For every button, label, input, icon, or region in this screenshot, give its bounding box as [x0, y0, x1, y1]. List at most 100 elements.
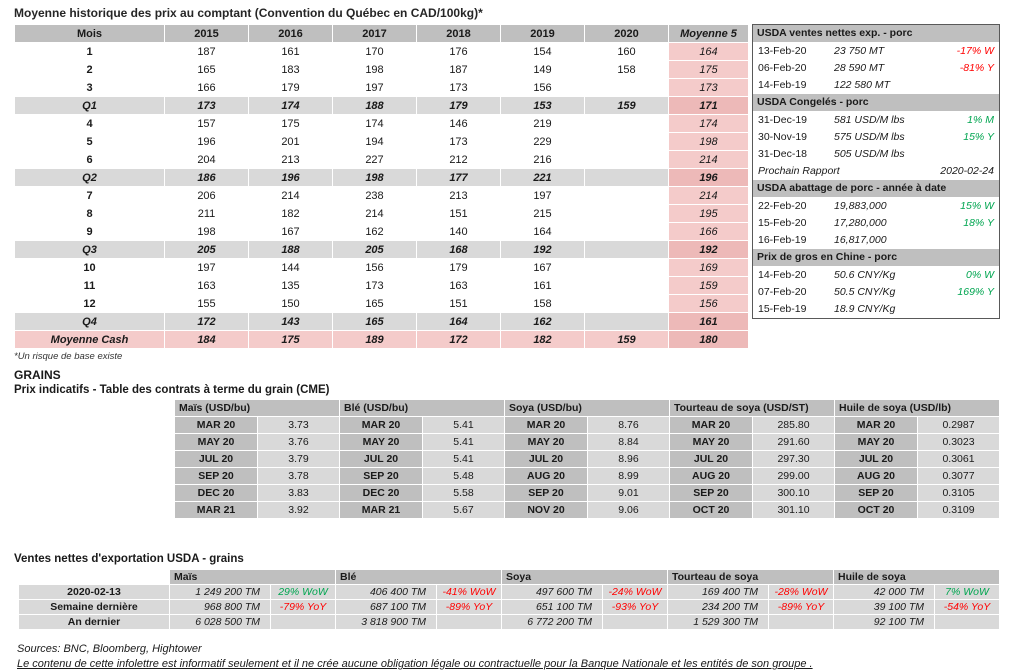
contract-month: JUL 20 — [340, 451, 422, 467]
contract-price: 301.10 — [753, 502, 834, 518]
contract-month: OCT 20 — [835, 502, 917, 518]
contract-month: JUL 20 — [175, 451, 257, 467]
report-change — [944, 146, 994, 163]
sources-line: Sources: BNC, Bloomberg, Hightower — [17, 643, 202, 655]
contract-price: 291.60 — [753, 434, 834, 450]
report-change: 1% M — [967, 114, 994, 126]
price-cell: 135 — [248, 276, 333, 295]
futures-group: Blé (USD/bu) MAR 20 5.41 MAY 20 5.41 JUL 20 5.… — [340, 400, 504, 519]
report-date: 14-Feb-20 — [758, 269, 807, 281]
futures-row: JUL 20 8.96 — [505, 451, 669, 467]
contract-price: 9.06 — [588, 502, 669, 518]
export-volume: 497 600 TM — [502, 585, 602, 599]
column-header: 2017 — [332, 24, 417, 43]
price-cell: 182 — [500, 330, 585, 349]
commodity-header: Soya — [502, 570, 667, 584]
panel-data-row: 31-Dec-18 505 USD/M lbs — [753, 146, 999, 163]
contract-price: 8.96 — [588, 451, 669, 467]
contract-price: 5.41 — [423, 451, 504, 467]
price-cell: 175 — [248, 330, 333, 349]
average-cell: 180 — [668, 330, 749, 349]
contract-month: MAR 20 — [175, 417, 257, 433]
price-cell: 187 — [416, 60, 501, 79]
futures-row: MAR 20 0.2987 — [835, 417, 999, 433]
price-cell: 153 — [500, 96, 585, 115]
price-cell: 165 — [332, 312, 417, 331]
average-cell: 214 — [668, 150, 749, 169]
price-cell: 221 — [500, 168, 585, 187]
contract-month: MAR 20 — [505, 417, 587, 433]
average-cell: 159 — [668, 276, 749, 295]
table-row: 6 204 213 227 212 216 214 — [14, 150, 749, 169]
price-cell: 156 — [332, 258, 417, 277]
price-cell: 172 — [416, 330, 501, 349]
price-cell: 159 — [584, 330, 669, 349]
table-row: 10 197 144 156 179 167 169 — [14, 258, 749, 277]
panel-data-row: 15-Feb-20 17,280,000 18% Y — [753, 215, 999, 232]
price-cell: 198 — [164, 222, 249, 241]
contract-month: SEP 20 — [340, 468, 422, 484]
price-cell: 158 — [500, 294, 585, 313]
futures-row: MAR 20 285.80 — [670, 417, 834, 433]
contract-price: 299.00 — [753, 468, 834, 484]
report-value: 50.6 CNY/Kg — [834, 269, 896, 281]
price-cell: 205 — [332, 240, 417, 259]
next-report-date: 2020-02-24 — [940, 165, 994, 177]
exports-table: Maïs Blé Soya Tourteau de soya Huile de soya… — [18, 569, 1000, 630]
price-cell: 164 — [500, 222, 585, 241]
report-value: 28 590 MT — [834, 62, 885, 74]
price-cell — [584, 132, 669, 151]
commodity-header: Huile de soya — [834, 570, 999, 584]
contract-month: SEP 20 — [175, 468, 257, 484]
report-date: 13-Feb-20 — [758, 45, 807, 57]
price-cell: 179 — [248, 78, 333, 97]
contract-price: 3.92 — [258, 502, 339, 518]
export-volume: 42 000 TM — [834, 585, 934, 599]
average-cell: 195 — [668, 204, 749, 223]
column-header: 2016 — [248, 24, 333, 43]
export-volume: 3 818 900 TM — [336, 615, 436, 629]
price-cell: 179 — [416, 96, 501, 115]
average-cell: 173 — [668, 78, 749, 97]
futures-group-header: Maïs (USD/bu) — [175, 400, 339, 416]
average-cell: 196 — [668, 168, 749, 187]
futures-row: JUL 20 0.3061 — [835, 451, 999, 467]
price-cell: 213 — [416, 186, 501, 205]
row-label: An dernier — [19, 615, 169, 629]
price-cell: 157 — [164, 114, 249, 133]
price-cell — [584, 150, 669, 169]
table-row: 12 155 150 165 151 158 156 — [14, 294, 749, 313]
price-cell: 143 — [248, 312, 333, 331]
contract-month: JUL 20 — [835, 451, 917, 467]
contract-price: 3.76 — [258, 434, 339, 450]
panel-data-row: 22-Feb-20 19,883,000 15% W — [753, 198, 999, 215]
panel-data-row: 15-Feb-19 18.9 CNY/Kg — [753, 301, 999, 318]
row-label: Semaine dernière — [19, 600, 169, 614]
price-cell: 167 — [500, 258, 585, 277]
export-change — [437, 615, 501, 629]
panel-data-row: 31-Dec-19 581 USD/M lbs 1% M — [753, 112, 999, 129]
price-cell: 162 — [332, 222, 417, 241]
contract-price: 3.79 — [258, 451, 339, 467]
price-cell: 204 — [164, 150, 249, 169]
table-row: 2 165 183 198 187 149 158 175 — [14, 60, 749, 79]
report-date: 15-Feb-19 — [758, 303, 807, 315]
price-cell: 175 — [248, 114, 333, 133]
report-change: 169% Y — [957, 286, 994, 298]
futures-row: MAY 20 291.60 — [670, 434, 834, 450]
futures-row: MAY 20 0.3023 — [835, 434, 999, 450]
export-volume: 406 400 TM — [336, 585, 436, 599]
price-cell — [584, 240, 669, 259]
price-cell: 156 — [500, 78, 585, 97]
price-cell: 196 — [164, 132, 249, 151]
contract-price: 0.3077 — [918, 468, 999, 484]
futures-group: Tourteau de soya (USD/ST) MAR 20 285.80 MAY… — [670, 400, 834, 519]
futures-row: MAY 20 5.41 — [340, 434, 504, 450]
price-cell: 229 — [500, 132, 585, 151]
contract-month: MAY 20 — [175, 434, 257, 450]
export-change: 29% WoW — [271, 585, 335, 599]
panel-data-row: 14-Feb-19 122 580 MT — [753, 77, 999, 94]
futures-row: MAR 21 3.92 — [175, 502, 339, 518]
price-cell: 161 — [500, 276, 585, 295]
